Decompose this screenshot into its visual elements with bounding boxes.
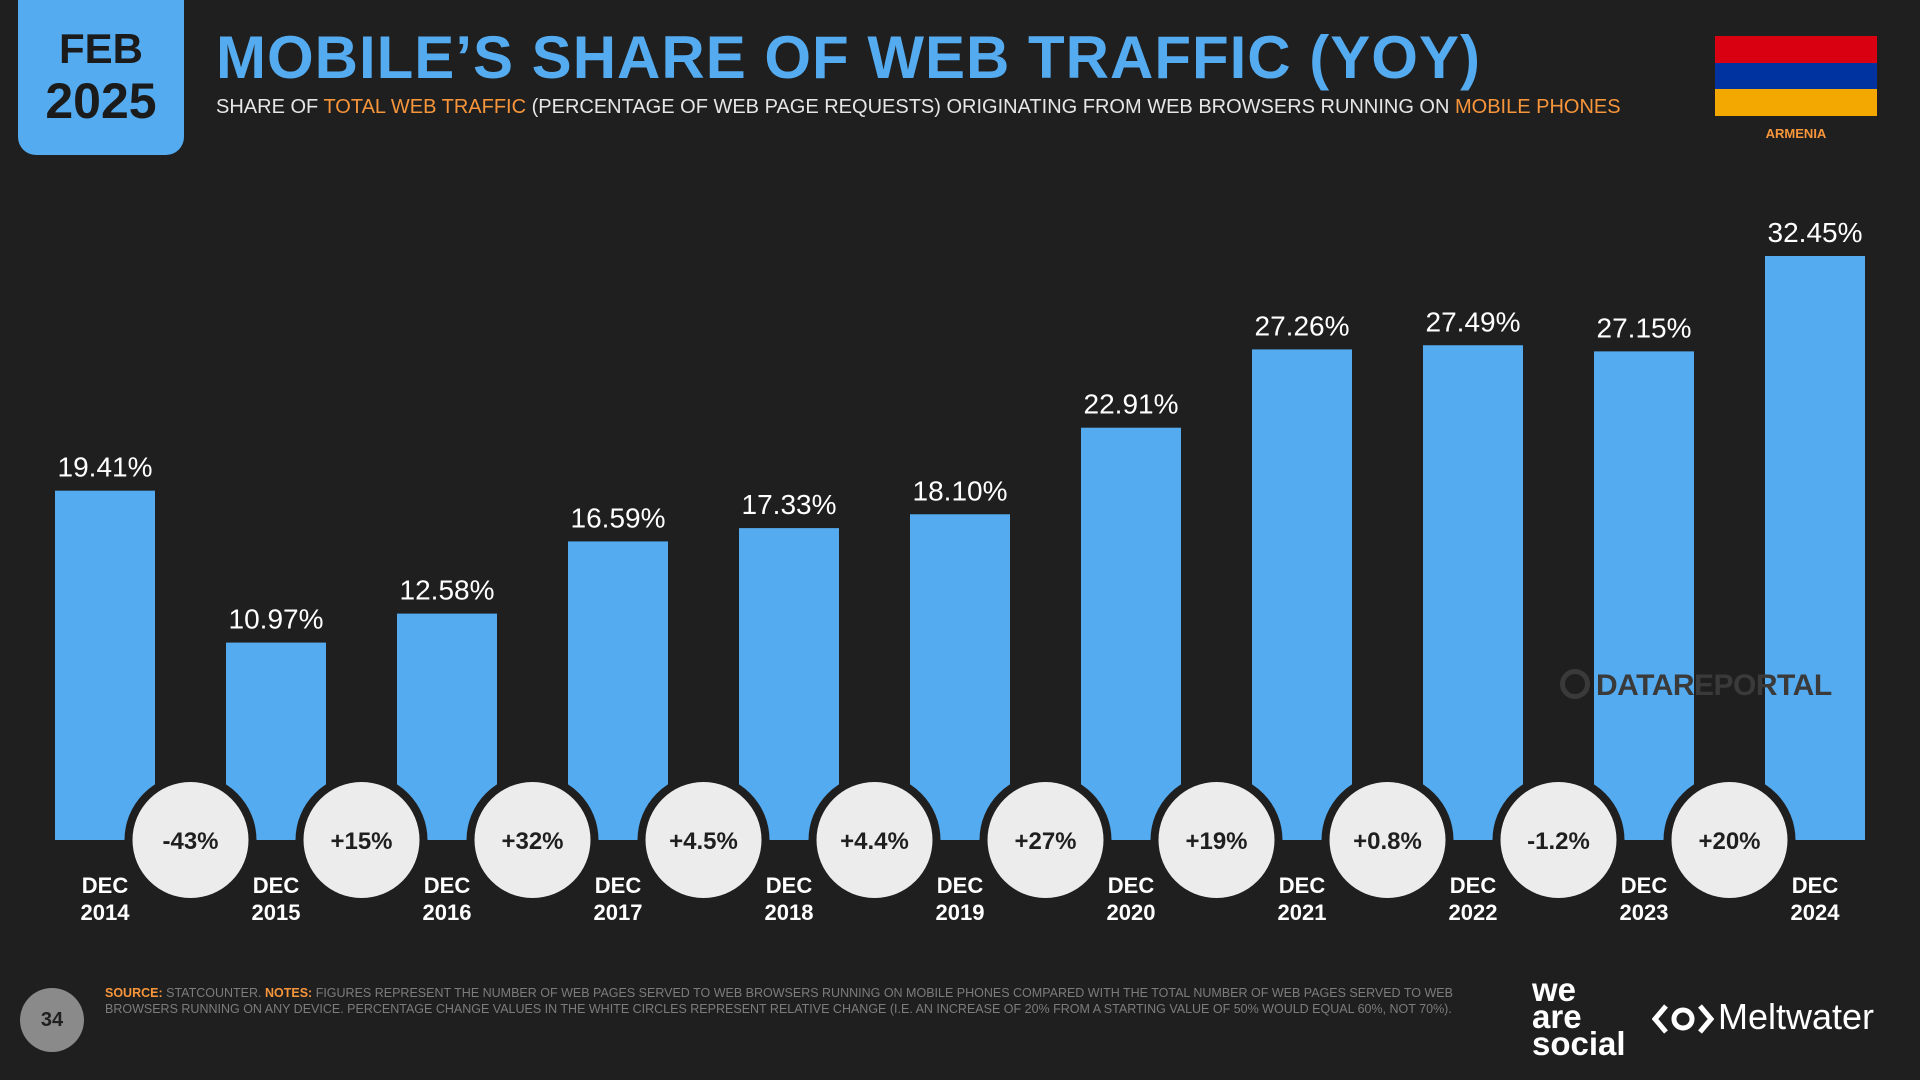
x-tick-month-0: DEC [82,873,129,898]
badge-year: 2025 [45,73,157,129]
change-label-3: +4.5% [669,828,738,855]
page-number: 34 [20,988,84,1052]
source-text: STATCOUNTER. [162,986,265,1000]
bar-7 [1252,349,1352,840]
value-label-2: 12.58% [400,575,495,606]
footer-notes: SOURCE: STATCOUNTER. NOTES: FIGURES REPR… [105,985,1505,1017]
x-tick-month-10: DEC [1792,873,1839,898]
change-label-6: +19% [1185,828,1247,855]
x-tick-year-8: 2022 [1449,900,1498,925]
meltwater-text: Meltwater [1718,996,1875,1037]
bar-0 [55,490,155,840]
flag-stripe-red [1715,36,1877,63]
datareportal-icon [1560,669,1590,699]
bar-9 [1594,351,1694,840]
value-label-5: 18.10% [913,475,1008,506]
watermark-text: DATAREPORTAL [1596,669,1832,702]
x-tick-month-7: DEC [1279,873,1326,898]
source-label: SOURCE: [105,986,163,1000]
change-label-2: +32% [501,828,563,855]
change-circle-1 [303,782,420,898]
change-circle-7 [1329,782,1446,898]
x-tick-month-4: DEC [766,873,813,898]
x-tick-month-5: DEC [937,873,984,898]
x-tick-month-1: DEC [253,873,300,898]
x-tick-year-3: 2017 [594,900,643,925]
x-tick-month-8: DEC [1450,873,1497,898]
value-label-9: 27.15% [1597,312,1692,343]
x-tick-year-7: 2021 [1278,900,1327,925]
notes-label: NOTES: [264,986,313,1000]
country-name: ARMENIA [1765,126,1827,141]
badge-month: FEB [59,25,143,72]
value-label-8: 27.49% [1426,306,1521,337]
was-line-3: social [1532,1025,1626,1062]
value-label-7: 27.26% [1255,310,1350,341]
page-subtitle: SHARE OF TOTAL WEB TRAFFIC (PERCENTAGE O… [216,96,1621,119]
bar-4 [739,528,839,840]
armenia-flag [1715,36,1877,116]
x-tick-year-4: 2018 [765,900,814,925]
x-tick-year-6: 2020 [1107,900,1156,925]
change-circle-5 [987,782,1104,898]
change-label-7: +0.8% [1353,828,1422,855]
value-label-10: 32.45% [1768,217,1863,248]
x-tick-year-2: 2016 [423,900,472,925]
value-label-4: 17.33% [742,489,837,520]
change-circle-6 [1158,782,1275,898]
value-label-6: 22.91% [1084,389,1179,420]
page-title: MOBILE’S SHARE OF WEB TRAFFIC (YOY) [216,24,1481,91]
x-tick-year-1: 2015 [252,900,301,925]
we-are-social-logo: we are social [1532,971,1626,1062]
x-tick-month-9: DEC [1621,873,1668,898]
change-label-9: +20% [1698,828,1760,855]
x-tick-year-5: 2019 [936,900,985,925]
bar-6 [1081,427,1181,840]
bar-8 [1423,345,1523,840]
x-tick-year-10: 2024 [1791,900,1841,925]
change-label-8: -1.2% [1527,828,1590,855]
value-label-0: 19.41% [58,452,153,483]
was-line-2: are [1532,998,1582,1035]
change-circle-8 [1500,782,1617,898]
was-line-1: we [1532,971,1577,1008]
value-label-3: 16.59% [571,502,666,533]
change-label-0: -43% [162,828,218,855]
subtitle-highlight-mobile: MOBILE PHONES [1455,96,1621,118]
change-label-1: +15% [330,828,392,855]
x-tick-year-0: 2014 [81,900,131,925]
x-tick-month-6: DEC [1108,873,1155,898]
subtitle-middle: (PERCENTAGE OF WEB PAGE REQUESTS) ORIGIN… [526,96,1455,118]
meltwater-icon [1651,1004,1715,1034]
change-circle-9 [1671,782,1788,898]
value-label-1: 10.97% [229,604,324,635]
bar-3 [568,541,668,840]
x-tick-month-2: DEC [424,873,471,898]
change-label-4: +4.4% [840,828,909,855]
bar-chart: 19.41%DEC201410.97%DEC201512.58%DEC20161… [55,217,1865,925]
x-tick-month-3: DEC [595,873,642,898]
bar-5 [910,514,1010,840]
flag-stripe-orange [1715,89,1877,116]
change-circle-3 [645,782,762,898]
flag-stripe-blue [1715,62,1877,90]
x-tick-year-9: 2023 [1620,900,1669,925]
subtitle-highlight-traffic: TOTAL WEB TRAFFIC [323,96,527,118]
bar-10 [1765,256,1865,840]
notes-text: FIGURES REPRESENT THE NUMBER OF WEB PAGE… [105,986,1453,1016]
meltwater-logo: Meltwater [1651,996,1875,1038]
subtitle-prefix: SHARE OF [216,96,324,118]
change-label-5: +27% [1014,828,1076,855]
date-badge: FEB 2025 [18,0,184,155]
change-circle-0 [132,782,249,898]
change-circle-4 [816,782,933,898]
change-circle-2 [474,782,591,898]
datareportal-watermark: DATAREPORTAL [1560,669,1832,703]
